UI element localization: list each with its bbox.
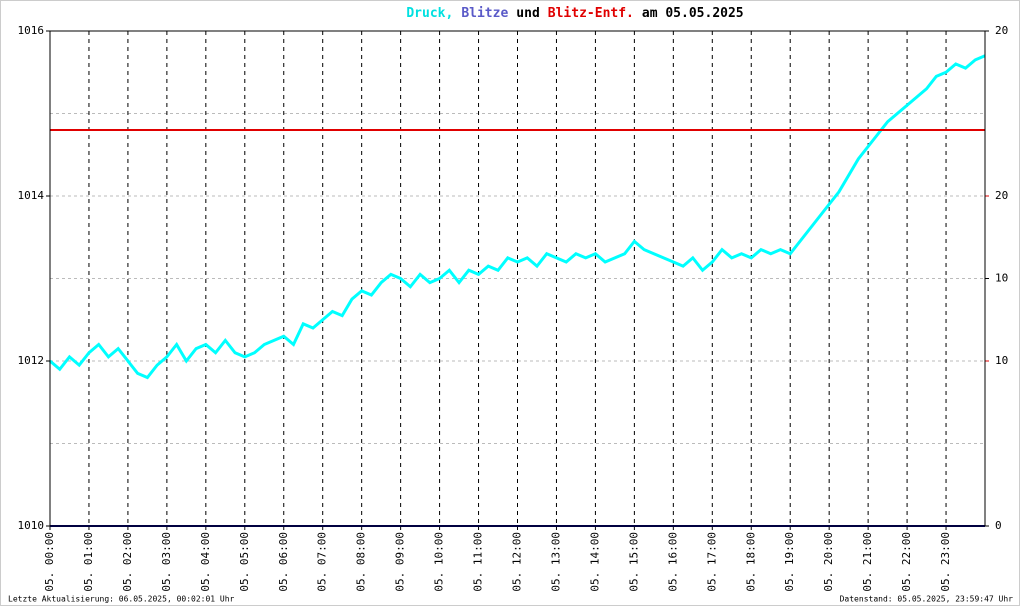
footer-right: Datenstand: 05.05.2025, 23:59:47 Uhr bbox=[840, 595, 1014, 604]
x-tick-label: 05. 06:00 bbox=[277, 532, 290, 592]
x-tick-label: 05. 10:00 bbox=[433, 532, 446, 592]
title-part: Druck, bbox=[406, 6, 453, 21]
title-part: am 05.05.2025 bbox=[642, 6, 744, 21]
x-tick-label: 05. 20:00 bbox=[822, 532, 835, 592]
footer-left: Letzte Aktualisierung: 06.05.2025, 00:02… bbox=[8, 595, 235, 604]
x-tick-label: 05. 09:00 bbox=[394, 532, 407, 592]
plot-frame bbox=[49, 30, 986, 527]
x-tick-label: 05. 14:00 bbox=[588, 532, 601, 592]
x-tick-label: 05. 22:00 bbox=[900, 532, 913, 592]
x-tick-label: 05. 02:00 bbox=[121, 532, 134, 592]
x-tick-label: 05. 04:00 bbox=[199, 532, 212, 592]
x-tick-label: 05. 13:00 bbox=[549, 532, 562, 592]
y2-tick-label: 0 bbox=[995, 519, 1002, 532]
title-part: und bbox=[516, 6, 539, 21]
x-tick-label: 05. 08:00 bbox=[355, 532, 368, 592]
x-tick-label: 05. 07:00 bbox=[316, 532, 329, 592]
title-part: Blitz-Entf. bbox=[548, 6, 634, 21]
y-tick-label: 1012 bbox=[18, 354, 45, 367]
chart-title: Druck, Blitze und Blitz-Entf. am 05.05.2025 bbox=[406, 6, 743, 21]
x-tick-label: 05. 11:00 bbox=[472, 532, 485, 592]
y-tick-label: 1014 bbox=[18, 189, 45, 202]
x-tick-label: 05. 15:00 bbox=[627, 532, 640, 592]
x-tick-label: 05. 12:00 bbox=[511, 532, 524, 592]
x-tick-label: 05. 01:00 bbox=[82, 532, 95, 592]
title-part: Blitze bbox=[461, 6, 508, 21]
x-tick-label: 05. 23:00 bbox=[939, 532, 952, 592]
y-tick-label: 1016 bbox=[18, 24, 45, 37]
y3-tick-label: 10 bbox=[995, 354, 1008, 367]
x-tick-label: 05. 17:00 bbox=[705, 532, 718, 592]
x-tick-label: 05. 18:00 bbox=[744, 532, 757, 592]
x-tick-label: 05. 21:00 bbox=[861, 532, 874, 592]
y3-tick-label: 20 bbox=[995, 189, 1008, 202]
x-tick-label: 05. 16:00 bbox=[666, 532, 679, 592]
x-tick-label: 05. 19:00 bbox=[783, 532, 796, 592]
y2-tick-label: 10 bbox=[995, 272, 1008, 285]
x-tick-label: 05. 03:00 bbox=[160, 532, 173, 592]
x-tick-label: 05. 00:00 bbox=[43, 532, 56, 592]
series-line bbox=[49, 54, 986, 380]
y2-tick-label: 20 bbox=[995, 24, 1008, 37]
x-tick-label: 05. 05:00 bbox=[238, 532, 251, 592]
y-tick-label: 1010 bbox=[18, 519, 45, 532]
